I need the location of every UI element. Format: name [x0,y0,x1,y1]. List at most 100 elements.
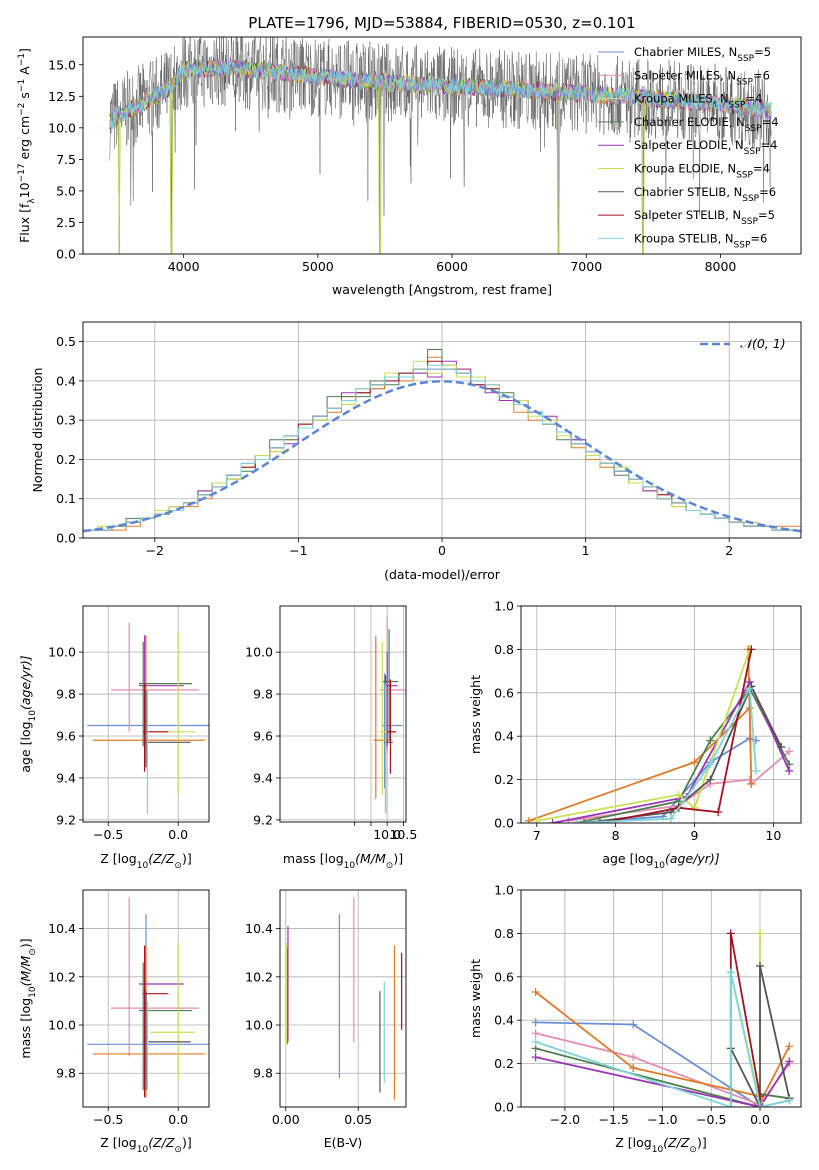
weight-line-salpeter-miles [568,750,790,822]
age-vs-weight-axes: 7 8 9 10 0.0 0.2 0.4 0.6 0.8 1.0 mass weight age [l… [468,599,802,871]
legend-entry: Kroupa ELODIE, NSSP=4 [634,162,770,181]
label-part: Chabrier ELODIE, N [634,115,745,129]
frame: 7 8 9 10 0.0 0.2 0.4 0.6 0.8 1.0 mass weight age [l… [468,599,802,871]
weight-marker [629,1053,638,1062]
legend-entry: Salpeter MILES, NSSP=6 [634,68,770,87]
weight-marker [531,1018,540,1027]
y-tick-label: 0.6 [494,685,514,700]
y-tick-label: 0.6 [494,969,514,984]
legend-entry: Kroupa STELIB, NSSP=6 [634,231,767,250]
axes-frame [279,605,407,823]
x-axis-label: Z [log10(Z/Z⊙)] [100,1135,191,1155]
weight-marker [572,819,581,823]
label-part: 10 [344,861,356,871]
x-tick-label: 1 [582,543,590,558]
label-part: =4 [762,115,779,129]
label-part: Chabrier MILES, N [634,45,737,59]
axes-frame [520,605,802,824]
x-tick-label: 6000 [436,259,468,274]
label-part: age [log [18,721,33,772]
x-tick-label: 8000 [705,259,737,274]
label-part: A [17,66,32,79]
x-tick-label: −1.0 [647,1112,677,1127]
frame: −0.5 0.09.29.49.69.810.0Z [log10(Z/Z⊙)]ag… [18,605,210,871]
plot-area [531,929,794,1107]
weight-line-orange [528,649,753,822]
label-part: =4 [753,162,770,176]
frame: −0.5 0.09.810.010.210.4Z [log10(Z/Z⊙)]mas… [18,889,210,1155]
y-tick-label: 0.0 [494,1100,514,1115]
label-part: 10 [28,710,38,722]
weight-marker [745,775,754,784]
weight-marker [714,808,723,817]
legend: Chabrier MILES, N SSP =5 Salpeter MILES, NS… [598,45,779,250]
label-part: ⊙ [174,861,182,871]
label-part: =5 [758,208,775,222]
figure-title: PLATE=1796, MJD=53884, FIBERID=0530, z=0… [248,14,635,32]
x-tick-label: 0.0 [168,827,188,842]
frame: 4000 5000 6000 7000 8000 0.0 2.5 5.0 7.5 10.0 12.5… [17,36,802,297]
axes-frame [279,889,407,1108]
label-part: SSP [745,124,762,134]
y-tick-label: 9.8 [56,687,76,702]
x-tick-label: 0.05 [344,1112,372,1127]
label-part: SSP [742,194,759,204]
y-tick-label: 10.2 [48,969,76,984]
label-part: 10 [137,1145,149,1155]
spectrum-axes: 4000 5000 6000 7000 8000 0.0 2.5 5.0 7.5 10.0 12.5… [17,36,802,297]
axes-frame [82,889,210,1108]
x-tick-label: −0.5 [696,1112,726,1127]
y-tick-label: 0.3 [56,413,76,428]
y-tick-label: 2.5 [56,215,76,230]
axes-frame [82,321,802,539]
y-tick-label: 10.0 [48,1018,76,1033]
weight-marker [706,736,715,745]
y-axis-label: Flux [fλ10−17 erg cm−2 s−1 A−1] [17,48,37,243]
y-tick-label: 10.0 [48,645,76,660]
weight-marker [666,814,675,823]
weight-marker [756,1103,765,1107]
label-part: Salpeter STELIB, N [634,208,741,222]
plot-area [373,616,406,814]
y-tick-label: 0.4 [494,1013,514,1028]
weight-marker [524,816,533,823]
axes-frame [520,889,802,1108]
label-part: ⊙ [386,861,394,871]
legend-entry: Chabrier STELIB, NSSP=6 [634,185,776,204]
z-vs-weight-axes: −2.0 −1.5 −1.0 −0.5 0.0 0.0 0.2 0.4 0.6 0.8 1.0 mas… [468,883,802,1155]
frame: −2.0 −1.5 −1.0 −0.5 0.0 0.0 0.2 0.4 0.6 0.8 1.0 mas… [468,883,802,1155]
x-tick-label: 8 [612,828,620,843]
weight-marker [629,1020,638,1029]
plot-area [87,897,209,1098]
label-part: (age/yr)] [18,655,33,710]
x-tick-label: −2.0 [550,1112,580,1127]
label-part: Z [log [100,851,136,866]
x-tick-label: −2 [146,543,164,558]
y-tick-label: 9.8 [56,1066,76,1081]
x-axis-label: Z [log10(Z/Z⊙)] [100,851,191,871]
x-tick-label: 0.0 [750,1112,770,1127]
weight-line-kroupa-elodie [536,649,751,822]
weight-marker [785,1042,794,1051]
x-tick-label: 10 [765,828,781,843]
y-tick-label: 0.8 [494,926,514,941]
y-tick-label: 0.4 [56,373,76,388]
x-tick-label: −0.5 [93,1112,123,1127]
y-tick-label: 9.6 [253,729,273,744]
y-tick-label: 0.2 [494,772,514,787]
z-vs-mass-axes: −0.5 0.09.810.010.210.4Z [log10(Z/Z⊙)]mas… [18,889,210,1155]
label-part: ⊙ [689,1145,697,1155]
x-tick-label: 10.5 [389,827,417,842]
weight-marker [752,766,761,775]
grid [280,890,406,1107]
x-tick-label: 5000 [302,259,334,274]
label-part: ⊙ [174,1145,182,1155]
label-part: SSP [734,240,751,250]
weight-marker [726,968,735,977]
label-part: Chabrier STELIB, N [634,185,742,199]
x-tick-label: −0.5 [93,827,123,842]
y-tick-label: 0.2 [494,1056,514,1071]
grid [521,605,801,824]
